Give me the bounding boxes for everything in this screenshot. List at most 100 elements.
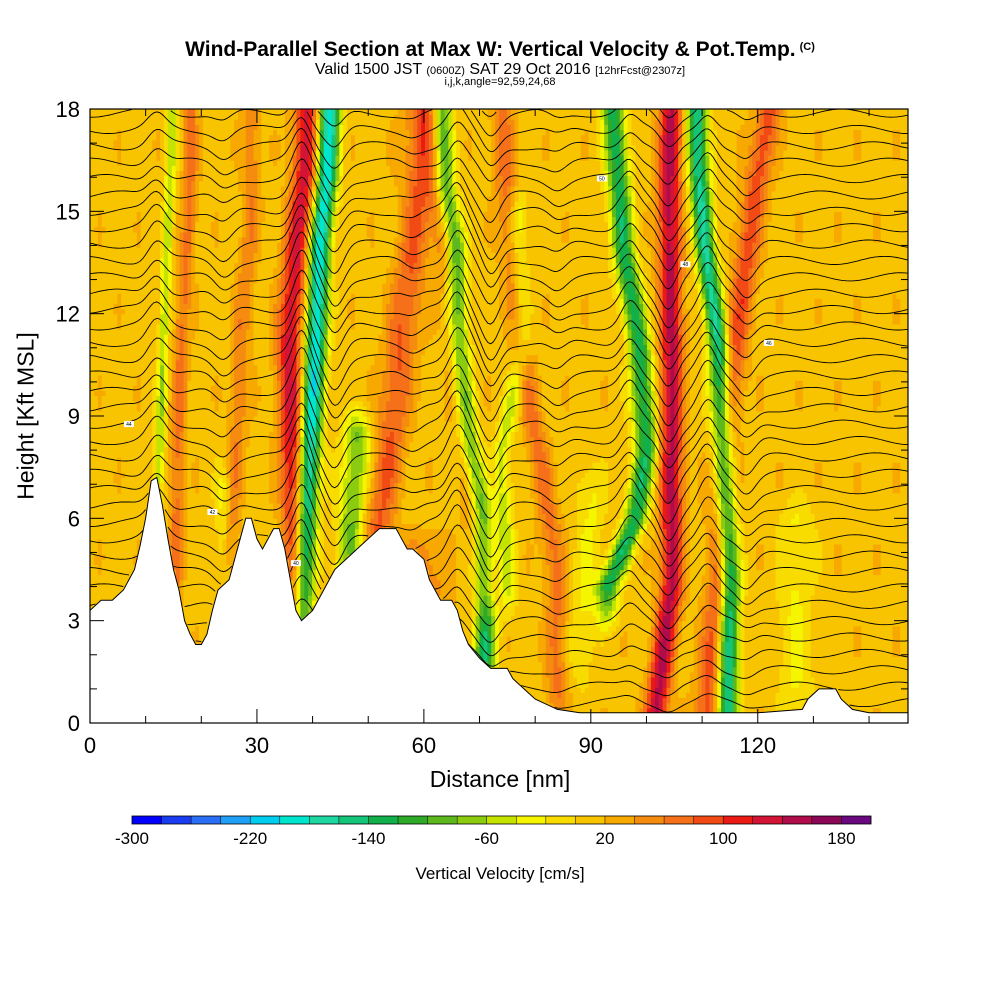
velocity-cell xyxy=(721,472,730,478)
velocity-cell xyxy=(534,369,539,376)
velocity-cell xyxy=(187,436,227,443)
velocity-cell xyxy=(721,661,726,668)
velocity-cell xyxy=(724,518,734,525)
velocity-cell xyxy=(740,574,745,581)
velocity-cell xyxy=(183,543,188,550)
velocity-cell xyxy=(573,671,590,678)
velocity-cell xyxy=(783,661,792,668)
velocity-cell xyxy=(370,492,375,499)
velocity-cell xyxy=(312,513,317,519)
velocity-cell xyxy=(534,385,539,392)
velocity-cell xyxy=(350,441,364,448)
velocity-cell xyxy=(678,620,683,627)
velocity-cell xyxy=(670,416,675,422)
velocity-cell xyxy=(705,385,710,392)
velocity-cell xyxy=(717,405,722,412)
velocity-cell xyxy=(662,410,668,417)
velocity-cell xyxy=(199,630,208,637)
velocity-cell xyxy=(728,559,734,565)
velocity-cell xyxy=(284,364,294,371)
velocity-cell xyxy=(456,416,461,422)
velocity-cell xyxy=(685,431,691,438)
velocity-cell xyxy=(596,641,601,647)
velocity-cell xyxy=(670,641,675,647)
velocity-cell xyxy=(658,390,664,397)
velocity-cell xyxy=(245,395,262,402)
velocity-cell xyxy=(596,579,601,586)
velocity-cell xyxy=(775,702,804,709)
velocity-cell xyxy=(666,702,671,709)
velocity-cell xyxy=(140,385,153,392)
velocity-cell xyxy=(709,477,714,484)
velocity-cell xyxy=(537,410,543,417)
velocity-cell xyxy=(705,625,718,632)
velocity-cell xyxy=(510,431,516,438)
velocity-cell xyxy=(709,579,714,586)
velocity-cell xyxy=(748,564,757,571)
velocity-cell xyxy=(689,671,699,678)
velocity-cell xyxy=(623,559,629,565)
velocity-cell xyxy=(514,410,520,417)
velocity-cell xyxy=(491,559,496,565)
velocity-cell xyxy=(892,636,901,642)
velocity-cell xyxy=(117,487,122,494)
velocity-cell xyxy=(732,584,738,591)
velocity-cell xyxy=(576,533,582,540)
velocity-cell xyxy=(728,395,734,402)
velocity-cell xyxy=(499,533,512,540)
velocity-cell xyxy=(491,436,500,443)
velocity-cell xyxy=(90,492,150,499)
velocity-cell xyxy=(183,400,188,407)
velocity-cell xyxy=(557,467,590,473)
velocity-cell xyxy=(152,456,157,463)
velocity-cell xyxy=(717,636,722,642)
velocity-cell xyxy=(354,405,360,412)
velocity-cell xyxy=(304,385,309,392)
velocity-cell xyxy=(460,395,465,402)
velocity-cell xyxy=(483,518,488,525)
velocity-cell xyxy=(740,697,745,704)
velocity-cell xyxy=(191,472,200,478)
velocity-cell xyxy=(218,549,224,555)
velocity-cell xyxy=(565,671,570,678)
velocity-cell xyxy=(701,676,707,683)
velocity-cell xyxy=(160,400,165,407)
velocity-cell xyxy=(257,375,274,381)
velocity-cell xyxy=(650,605,656,612)
velocity-cell xyxy=(619,600,625,606)
velocity-cell xyxy=(300,436,305,443)
velocity-cell xyxy=(280,431,286,438)
velocity-cell xyxy=(292,375,298,381)
velocity-cell xyxy=(218,543,224,550)
velocity-cell xyxy=(635,554,644,560)
velocity-cell xyxy=(487,477,492,484)
velocity-cell xyxy=(565,543,570,550)
velocity-cell xyxy=(728,385,734,392)
velocity-cell xyxy=(284,487,294,494)
velocity-cell xyxy=(565,523,578,530)
velocity-cell xyxy=(611,589,617,596)
velocity-cell xyxy=(167,400,173,407)
velocity-cell xyxy=(666,656,671,663)
velocity-cell xyxy=(569,579,574,586)
velocity-cell xyxy=(721,436,726,443)
velocity-cell xyxy=(90,472,114,478)
velocity-cell xyxy=(810,636,855,642)
velocity-cell xyxy=(631,549,636,555)
velocity-cell xyxy=(471,589,477,596)
velocity-cell xyxy=(522,390,527,397)
velocity-cell xyxy=(405,477,426,484)
velocity-cell xyxy=(319,456,325,463)
velocity-cell xyxy=(273,508,282,514)
velocity-cell xyxy=(491,579,500,586)
velocity-cell xyxy=(553,615,559,622)
velocity-cell xyxy=(557,508,562,514)
velocity-cell xyxy=(596,605,601,612)
velocity-cell xyxy=(308,554,313,560)
velocity-cell xyxy=(487,564,492,571)
velocity-cell xyxy=(654,467,660,473)
velocity-cell xyxy=(833,380,843,386)
velocity-cell xyxy=(113,477,122,484)
velocity-cell xyxy=(611,595,617,601)
velocity-cell xyxy=(537,369,621,376)
